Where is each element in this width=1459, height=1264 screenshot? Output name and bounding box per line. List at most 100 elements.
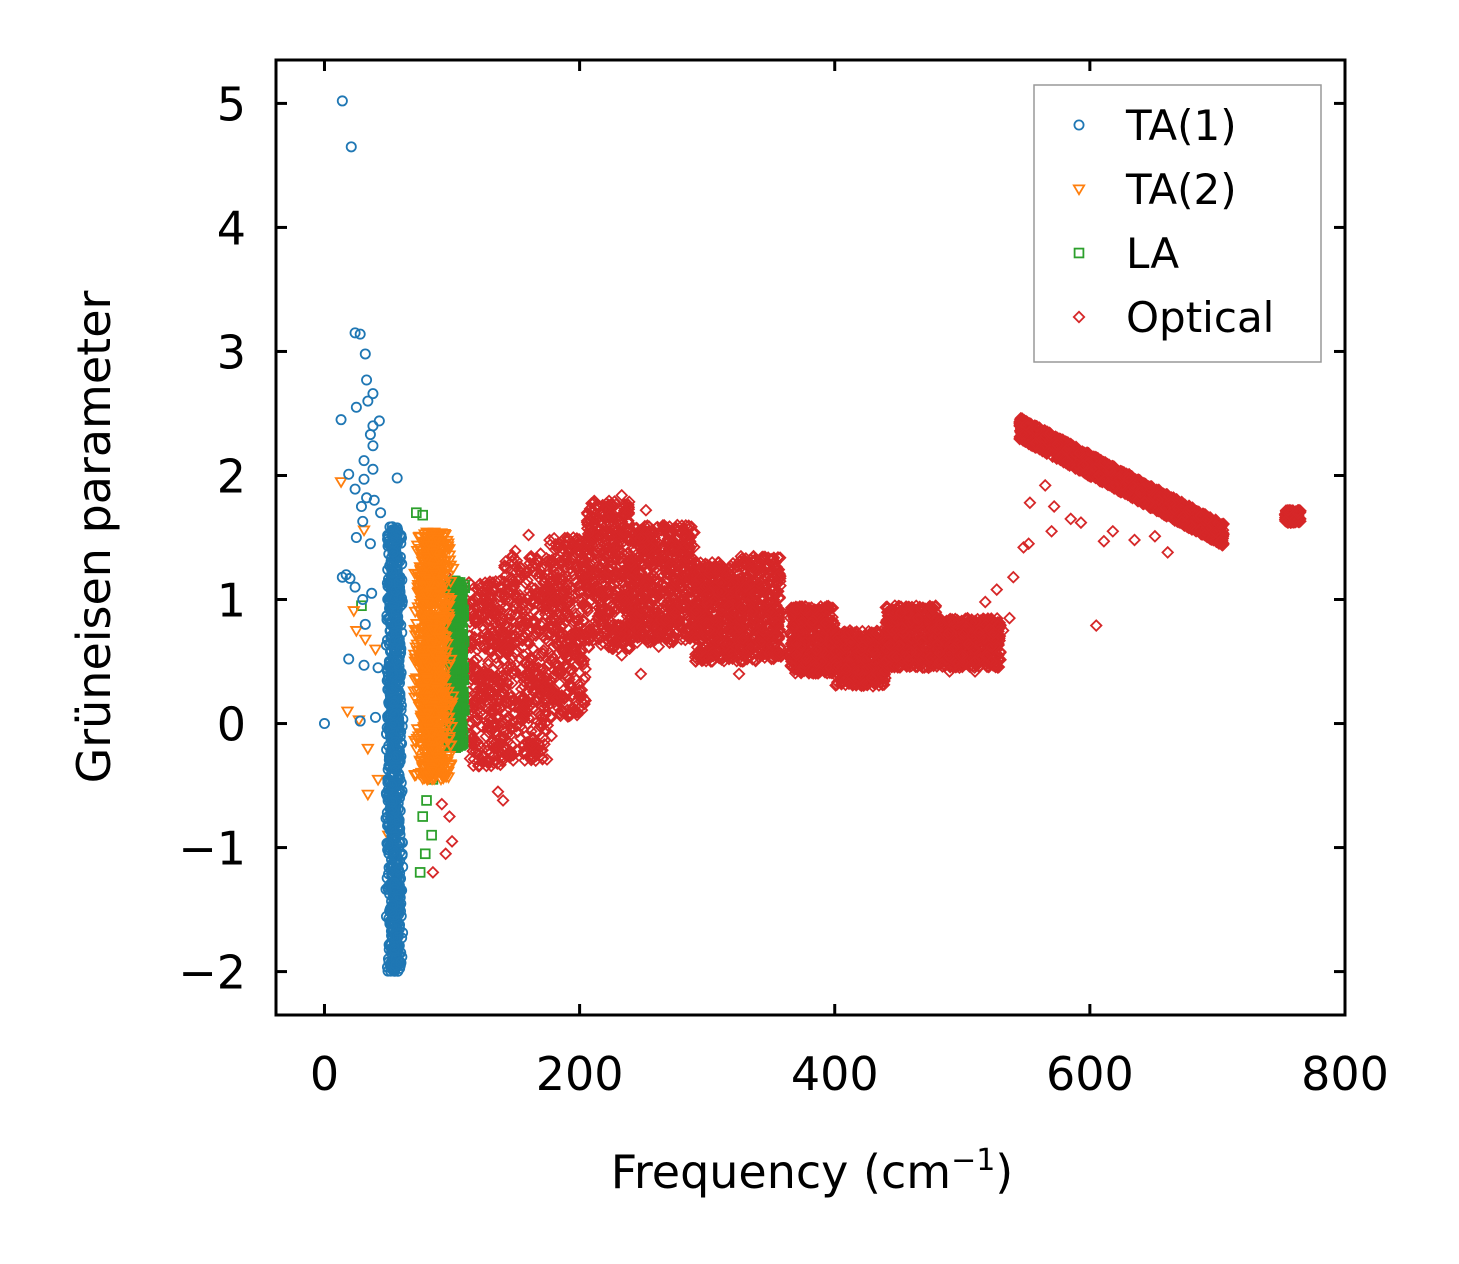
optical-point bbox=[571, 657, 585, 671]
optical-point bbox=[473, 697, 487, 711]
optical-point bbox=[554, 689, 568, 703]
optical-point bbox=[476, 594, 490, 608]
optical-point bbox=[580, 515, 594, 529]
optical-point bbox=[615, 594, 629, 607]
optical-point bbox=[548, 690, 562, 704]
optical-point bbox=[525, 581, 539, 595]
optical-point bbox=[472, 578, 486, 592]
optical-point bbox=[506, 581, 520, 595]
optical-point bbox=[468, 661, 482, 675]
optical-point bbox=[526, 613, 540, 627]
optical-point bbox=[544, 554, 558, 568]
optical-point bbox=[509, 601, 523, 615]
optical-point bbox=[562, 651, 576, 665]
optical-point bbox=[562, 672, 576, 686]
optical-point bbox=[603, 584, 617, 598]
optical-point bbox=[493, 674, 507, 688]
optical-point bbox=[493, 716, 507, 730]
optical-point bbox=[580, 565, 594, 579]
optical-point bbox=[566, 531, 580, 545]
optical-point bbox=[569, 643, 582, 657]
optical-point bbox=[569, 533, 582, 547]
optical-point bbox=[549, 613, 563, 627]
optical-point bbox=[566, 700, 580, 714]
optical-point bbox=[485, 602, 499, 616]
optical-point bbox=[610, 520, 624, 534]
optical-point bbox=[513, 560, 527, 574]
optical-point bbox=[607, 521, 621, 535]
optical-point bbox=[479, 730, 493, 743]
optical-point bbox=[600, 628, 614, 642]
optical-point bbox=[518, 631, 532, 645]
optical-point bbox=[516, 617, 530, 631]
optical-point bbox=[582, 634, 596, 647]
optical-point bbox=[514, 613, 528, 627]
optical-point bbox=[560, 703, 574, 717]
optical-point bbox=[583, 580, 597, 594]
optical-point bbox=[602, 640, 616, 654]
optical-point bbox=[596, 571, 610, 585]
optical-point bbox=[500, 675, 514, 689]
optical-point bbox=[543, 533, 557, 547]
optical-point bbox=[515, 592, 529, 606]
optical-point bbox=[516, 640, 530, 654]
optical-point bbox=[575, 683, 589, 697]
optical-point bbox=[594, 529, 608, 543]
optical-point bbox=[480, 580, 494, 594]
optical-point bbox=[485, 587, 499, 601]
optical-point bbox=[555, 703, 569, 717]
optical-point bbox=[514, 661, 528, 675]
optical-point bbox=[509, 635, 522, 649]
optical-point bbox=[500, 620, 514, 634]
optical-point bbox=[600, 547, 614, 561]
optical-point bbox=[577, 697, 591, 711]
optical-point bbox=[608, 568, 622, 582]
optical-point bbox=[527, 604, 541, 618]
optical-point bbox=[545, 649, 559, 663]
optical-point bbox=[548, 695, 562, 709]
optical-point bbox=[614, 619, 628, 632]
optical-point bbox=[544, 673, 558, 687]
optical-point bbox=[533, 662, 547, 676]
optical-point bbox=[620, 641, 634, 655]
optical-point bbox=[524, 724, 538, 738]
optical-point bbox=[545, 591, 559, 605]
optical-point bbox=[466, 759, 480, 773]
optical-point bbox=[579, 544, 593, 558]
optical-point bbox=[508, 624, 522, 638]
optical-point bbox=[524, 672, 538, 686]
optical-point bbox=[542, 579, 556, 593]
optical-point bbox=[526, 731, 540, 745]
optical-point bbox=[502, 747, 516, 761]
optical-point bbox=[478, 576, 492, 590]
optical-point bbox=[569, 695, 583, 709]
optical-point bbox=[468, 696, 482, 710]
optical-point bbox=[469, 615, 483, 629]
optical-point bbox=[477, 640, 491, 654]
optical-point bbox=[586, 567, 600, 581]
optical-point bbox=[520, 728, 534, 742]
optical-point bbox=[556, 569, 570, 583]
optical-point bbox=[540, 752, 554, 766]
optical-point bbox=[518, 753, 532, 767]
optical-point bbox=[523, 584, 536, 598]
optical-point bbox=[505, 676, 519, 690]
optical-point bbox=[585, 593, 598, 607]
optical-point bbox=[561, 631, 575, 645]
optical-point bbox=[525, 738, 539, 751]
optical-point bbox=[562, 709, 576, 723]
optical-point bbox=[513, 572, 527, 586]
optical-point bbox=[473, 706, 487, 720]
optical-point bbox=[474, 673, 488, 687]
optical-point bbox=[604, 534, 618, 548]
optical-point bbox=[600, 603, 614, 617]
optical-point bbox=[555, 574, 569, 588]
optical-point bbox=[548, 543, 562, 557]
optical-point bbox=[588, 511, 601, 525]
optical-point bbox=[572, 678, 586, 692]
optical-point bbox=[549, 538, 563, 551]
optical-point bbox=[557, 609, 571, 623]
optical-point bbox=[524, 551, 538, 565]
optical-point bbox=[516, 747, 530, 761]
